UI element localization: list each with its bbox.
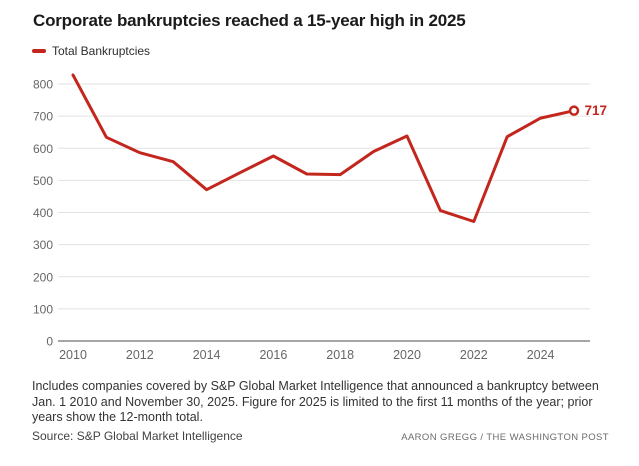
y-tick-label: 600: [33, 142, 53, 156]
bankruptcies-line-chart: 0 100 200 300 400 500 600 700 800 2010 2012 2014 201…: [33, 73, 608, 362]
x-tick-label: 2012: [126, 348, 154, 362]
source-row: Source: S&P Global Market Intelligence A…: [32, 429, 609, 443]
x-tick-label: 2024: [527, 348, 555, 362]
end-value-label: 717: [585, 103, 608, 118]
chart-title: Corporate bankruptcies reached a 15-year…: [33, 11, 466, 30]
y-tick-label: 700: [33, 110, 53, 124]
y-tick-label: 500: [33, 174, 53, 188]
x-tick-label: 2014: [193, 348, 221, 362]
legend-label: Total Bankruptcies: [52, 44, 151, 58]
y-tick-label: 300: [33, 238, 53, 252]
x-tick-label: 2016: [259, 348, 287, 362]
legend: Total Bankruptcies: [32, 44, 150, 58]
source-label: Source: S&P Global Market Intelligence: [32, 429, 243, 443]
y-tick-label: 800: [33, 78, 53, 92]
legend-line-swatch-icon: [32, 49, 46, 53]
y-tick-label: 400: [33, 206, 53, 220]
total-bankruptcies-line: [71, 73, 576, 223]
x-tick-label: 2022: [460, 348, 488, 362]
footnote: Includes companies covered by S&P Global…: [32, 379, 599, 424]
end-point-marker-icon: [568, 105, 580, 116]
y-tick-label: 200: [33, 270, 53, 284]
x-tick-label: 2020: [393, 348, 421, 362]
byline-credit: AARON GREGG / THE WASHINGTON POST: [401, 432, 609, 443]
x-tick-label: 2010: [59, 348, 87, 362]
y-tick-label: 100: [33, 302, 53, 316]
y-tick-label: 0: [46, 335, 53, 349]
x-tick-label: 2018: [326, 348, 354, 362]
